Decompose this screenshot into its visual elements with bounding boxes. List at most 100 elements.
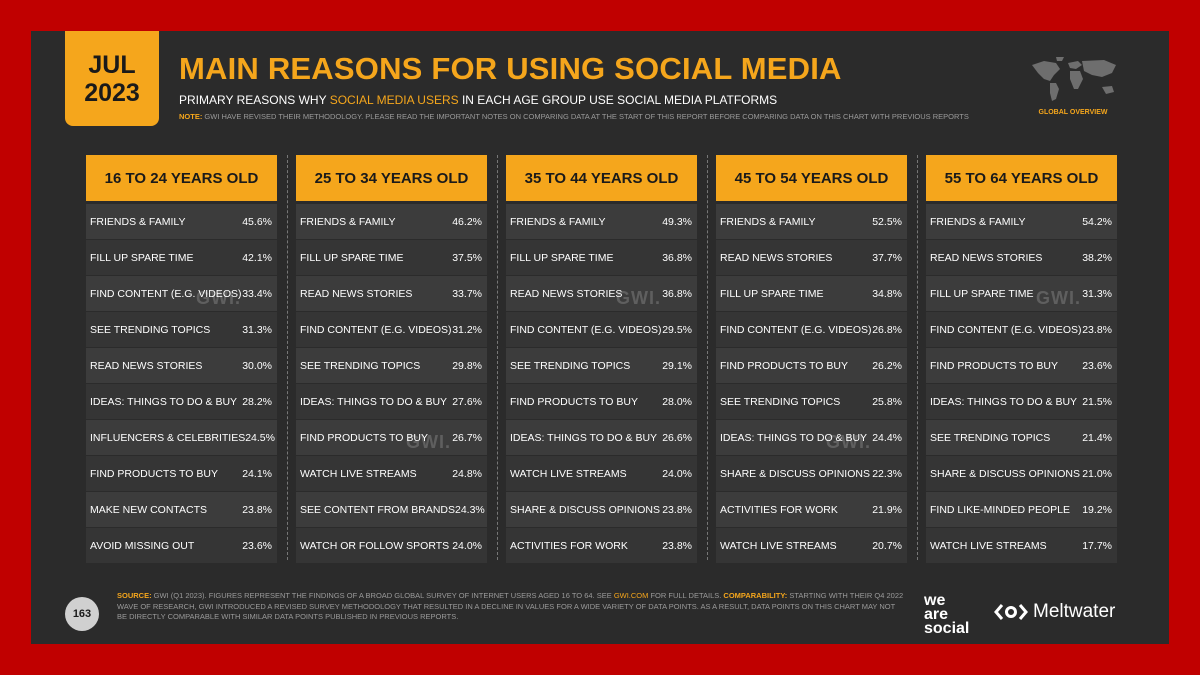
reason-value: 28.2% <box>242 395 272 408</box>
column-divider <box>916 155 918 560</box>
reason-row: FRIENDS & FAMILY 52.5% <box>716 204 907 240</box>
reason-value: 24.1% <box>242 467 272 480</box>
logo-word-social: social <box>924 620 970 637</box>
reason-label: FILL UP SPARE TIME <box>510 251 614 264</box>
reason-value: 34.8% <box>872 287 902 300</box>
reason-label: MAKE NEW CONTACTS <box>90 503 208 516</box>
reason-value: 30.0% <box>242 359 272 372</box>
reason-row: IDEAS: THINGS TO DO & BUY 21.5% <box>926 384 1117 420</box>
gwi-link[interactable]: GWI.COM <box>613 591 649 600</box>
reason-row: FILL UP SPARE TIME 31.3% <box>926 276 1117 312</box>
logo-word-are: are <box>924 606 949 623</box>
reason-row: FIND CONTENT (E.G. VIDEOS) 29.5% <box>506 312 697 348</box>
reason-value: 24.0% <box>662 467 692 480</box>
date-badge: JUL 2023 <box>65 31 159 126</box>
age-group-header: 45 TO 54 YEARS OLD <box>716 155 907 201</box>
reason-label: SHARE & DISCUSS OPINIONS <box>720 467 870 480</box>
reason-value: 21.5% <box>1082 395 1112 408</box>
reason-label: FIND PRODUCTS TO BUY <box>930 359 1058 372</box>
reason-label: SEE TRENDING TOPICS <box>930 431 1051 444</box>
column-divider <box>286 155 288 560</box>
reason-label: FIND CONTENT (E.G. VIDEOS) <box>510 323 662 336</box>
reason-row: SHARE & DISCUSS OPINIONS 22.3% <box>716 456 907 492</box>
reason-label: SEE TRENDING TOPICS <box>90 323 211 336</box>
reason-label: READ NEWS STORIES <box>300 287 413 300</box>
reason-label: WATCH LIVE STREAMS <box>720 539 837 552</box>
reason-row: FIND LIKE-MINDED PEOPLE 19.2% <box>926 492 1117 528</box>
reason-row: WATCH LIVE STREAMS 17.7% <box>926 528 1117 564</box>
reason-value: 20.7% <box>872 539 902 552</box>
reason-label: IDEAS: THINGS TO DO & BUY <box>720 431 868 444</box>
reason-label: FIND PRODUCTS TO BUY <box>90 467 218 480</box>
reason-value: 23.6% <box>1082 359 1112 372</box>
note-text: GWI HAVE REVISED THEIR METHODOLOGY. PLEA… <box>202 112 969 121</box>
reason-row: SHARE & DISCUSS OPINIONS 21.0% <box>926 456 1117 492</box>
reason-row: IDEAS: THINGS TO DO & BUY 24.4% <box>716 420 907 456</box>
reason-label: FIND LIKE-MINDED PEOPLE <box>930 503 1071 516</box>
gwi-watermark: GWI. <box>616 287 661 308</box>
reason-label: WATCH LIVE STREAMS <box>510 467 627 480</box>
age-group-header: 25 TO 34 YEARS OLD <box>296 155 487 201</box>
age-group-column: 35 TO 44 YEARS OLD FRIENDS & FAMILY 49.3% F… <box>506 155 697 564</box>
reason-row: READ NEWS STORIES 36.8% <box>506 276 697 312</box>
reason-label: FILL UP SPARE TIME <box>720 287 824 300</box>
reason-label: SHARE & DISCUSS OPINIONS <box>510 503 660 516</box>
reason-label: SHARE & DISCUSS OPINIONS <box>930 467 1080 480</box>
reason-row: READ NEWS STORIES 30.0% <box>86 348 277 384</box>
age-group-columns: 16 TO 24 YEARS OLD FRIENDS & FAMILY 45.6% F… <box>86 155 1117 564</box>
age-group-header: 55 TO 64 YEARS OLD <box>926 155 1117 201</box>
reason-value: 21.9% <box>872 503 902 516</box>
reason-value: 37.7% <box>872 251 902 264</box>
reason-label: READ NEWS STORIES <box>720 251 833 264</box>
source-text-2: FOR FULL DETAILS. <box>648 591 724 600</box>
reason-row: FILL UP SPARE TIME 37.5% <box>296 240 487 276</box>
reason-label: FRIENDS & FAMILY <box>510 215 606 228</box>
reason-value: 36.8% <box>662 287 692 300</box>
reason-value: 21.4% <box>1082 431 1112 444</box>
reason-row: ACTIVITIES FOR WORK 23.8% <box>506 528 697 564</box>
reason-row: READ NEWS STORIES 37.7% <box>716 240 907 276</box>
reason-row: FRIENDS & FAMILY 45.6% <box>86 204 277 240</box>
page-number: 163 <box>65 597 99 631</box>
comparability-label: COMPARABILITY: <box>723 591 788 600</box>
reason-value: 23.8% <box>1082 323 1112 336</box>
global-overview-label: GLOBAL OVERVIEW <box>1038 109 1108 116</box>
age-group-header: 35 TO 44 YEARS OLD <box>506 155 697 201</box>
reason-row: ACTIVITIES FOR WORK 21.9% <box>716 492 907 528</box>
reason-value: 23.8% <box>662 539 692 552</box>
reason-value: 49.3% <box>662 215 692 228</box>
reason-label: AVOID MISSING OUT <box>90 539 195 552</box>
reason-value: 26.6% <box>662 431 692 444</box>
badge-month: JUL <box>88 50 136 79</box>
reason-row: SEE TRENDING TOPICS 31.3% <box>86 312 277 348</box>
source-text-3: STARTING WITH THEIR Q4 2022 WAVE OF RESE… <box>117 591 904 621</box>
reason-label: ACTIVITIES FOR WORK <box>510 539 628 552</box>
reason-value: 24.5% <box>245 431 275 444</box>
reason-row: FIND CONTENT (E.G. VIDEOS) 26.8% <box>716 312 907 348</box>
column-divider <box>706 155 708 560</box>
reason-row: READ NEWS STORIES 33.7% <box>296 276 487 312</box>
gwi-watermark: GWI. <box>826 431 871 452</box>
reason-label: IDEAS: THINGS TO DO & BUY <box>300 395 448 408</box>
reason-value: 31.3% <box>242 323 272 336</box>
reason-value: 52.5% <box>872 215 902 228</box>
reason-row: SEE TRENDING TOPICS 29.8% <box>296 348 487 384</box>
reason-value: 37.5% <box>452 251 482 264</box>
reason-value: 31.3% <box>1082 287 1112 300</box>
reason-row: FIND PRODUCTS TO BUY 23.6% <box>926 348 1117 384</box>
reason-value: 24.0% <box>452 539 482 552</box>
logo-word-we: we <box>924 592 946 609</box>
reason-row: FILL UP SPARE TIME 42.1% <box>86 240 277 276</box>
reason-row: FRIENDS & FAMILY 49.3% <box>506 204 697 240</box>
reason-value: 25.8% <box>872 395 902 408</box>
reason-value: 33.4% <box>242 287 272 300</box>
reason-label: FIND CONTENT (E.G. VIDEOS) <box>720 323 872 336</box>
subtitle-post: IN EACH AGE GROUP USE SOCIAL MEDIA PLATF… <box>458 93 778 107</box>
reason-row: SEE TRENDING TOPICS 21.4% <box>926 420 1117 456</box>
reason-row: READ NEWS STORIES 38.2% <box>926 240 1117 276</box>
reason-label: FIND CONTENT (E.G. VIDEOS) <box>300 323 452 336</box>
source-label: SOURCE: <box>117 591 152 600</box>
meltwater-logo: Meltwater <box>994 601 1115 623</box>
reason-row: IDEAS: THINGS TO DO & BUY 26.6% <box>506 420 697 456</box>
age-group-column: 45 TO 54 YEARS OLD FRIENDS & FAMILY 52.5% R… <box>716 155 907 564</box>
